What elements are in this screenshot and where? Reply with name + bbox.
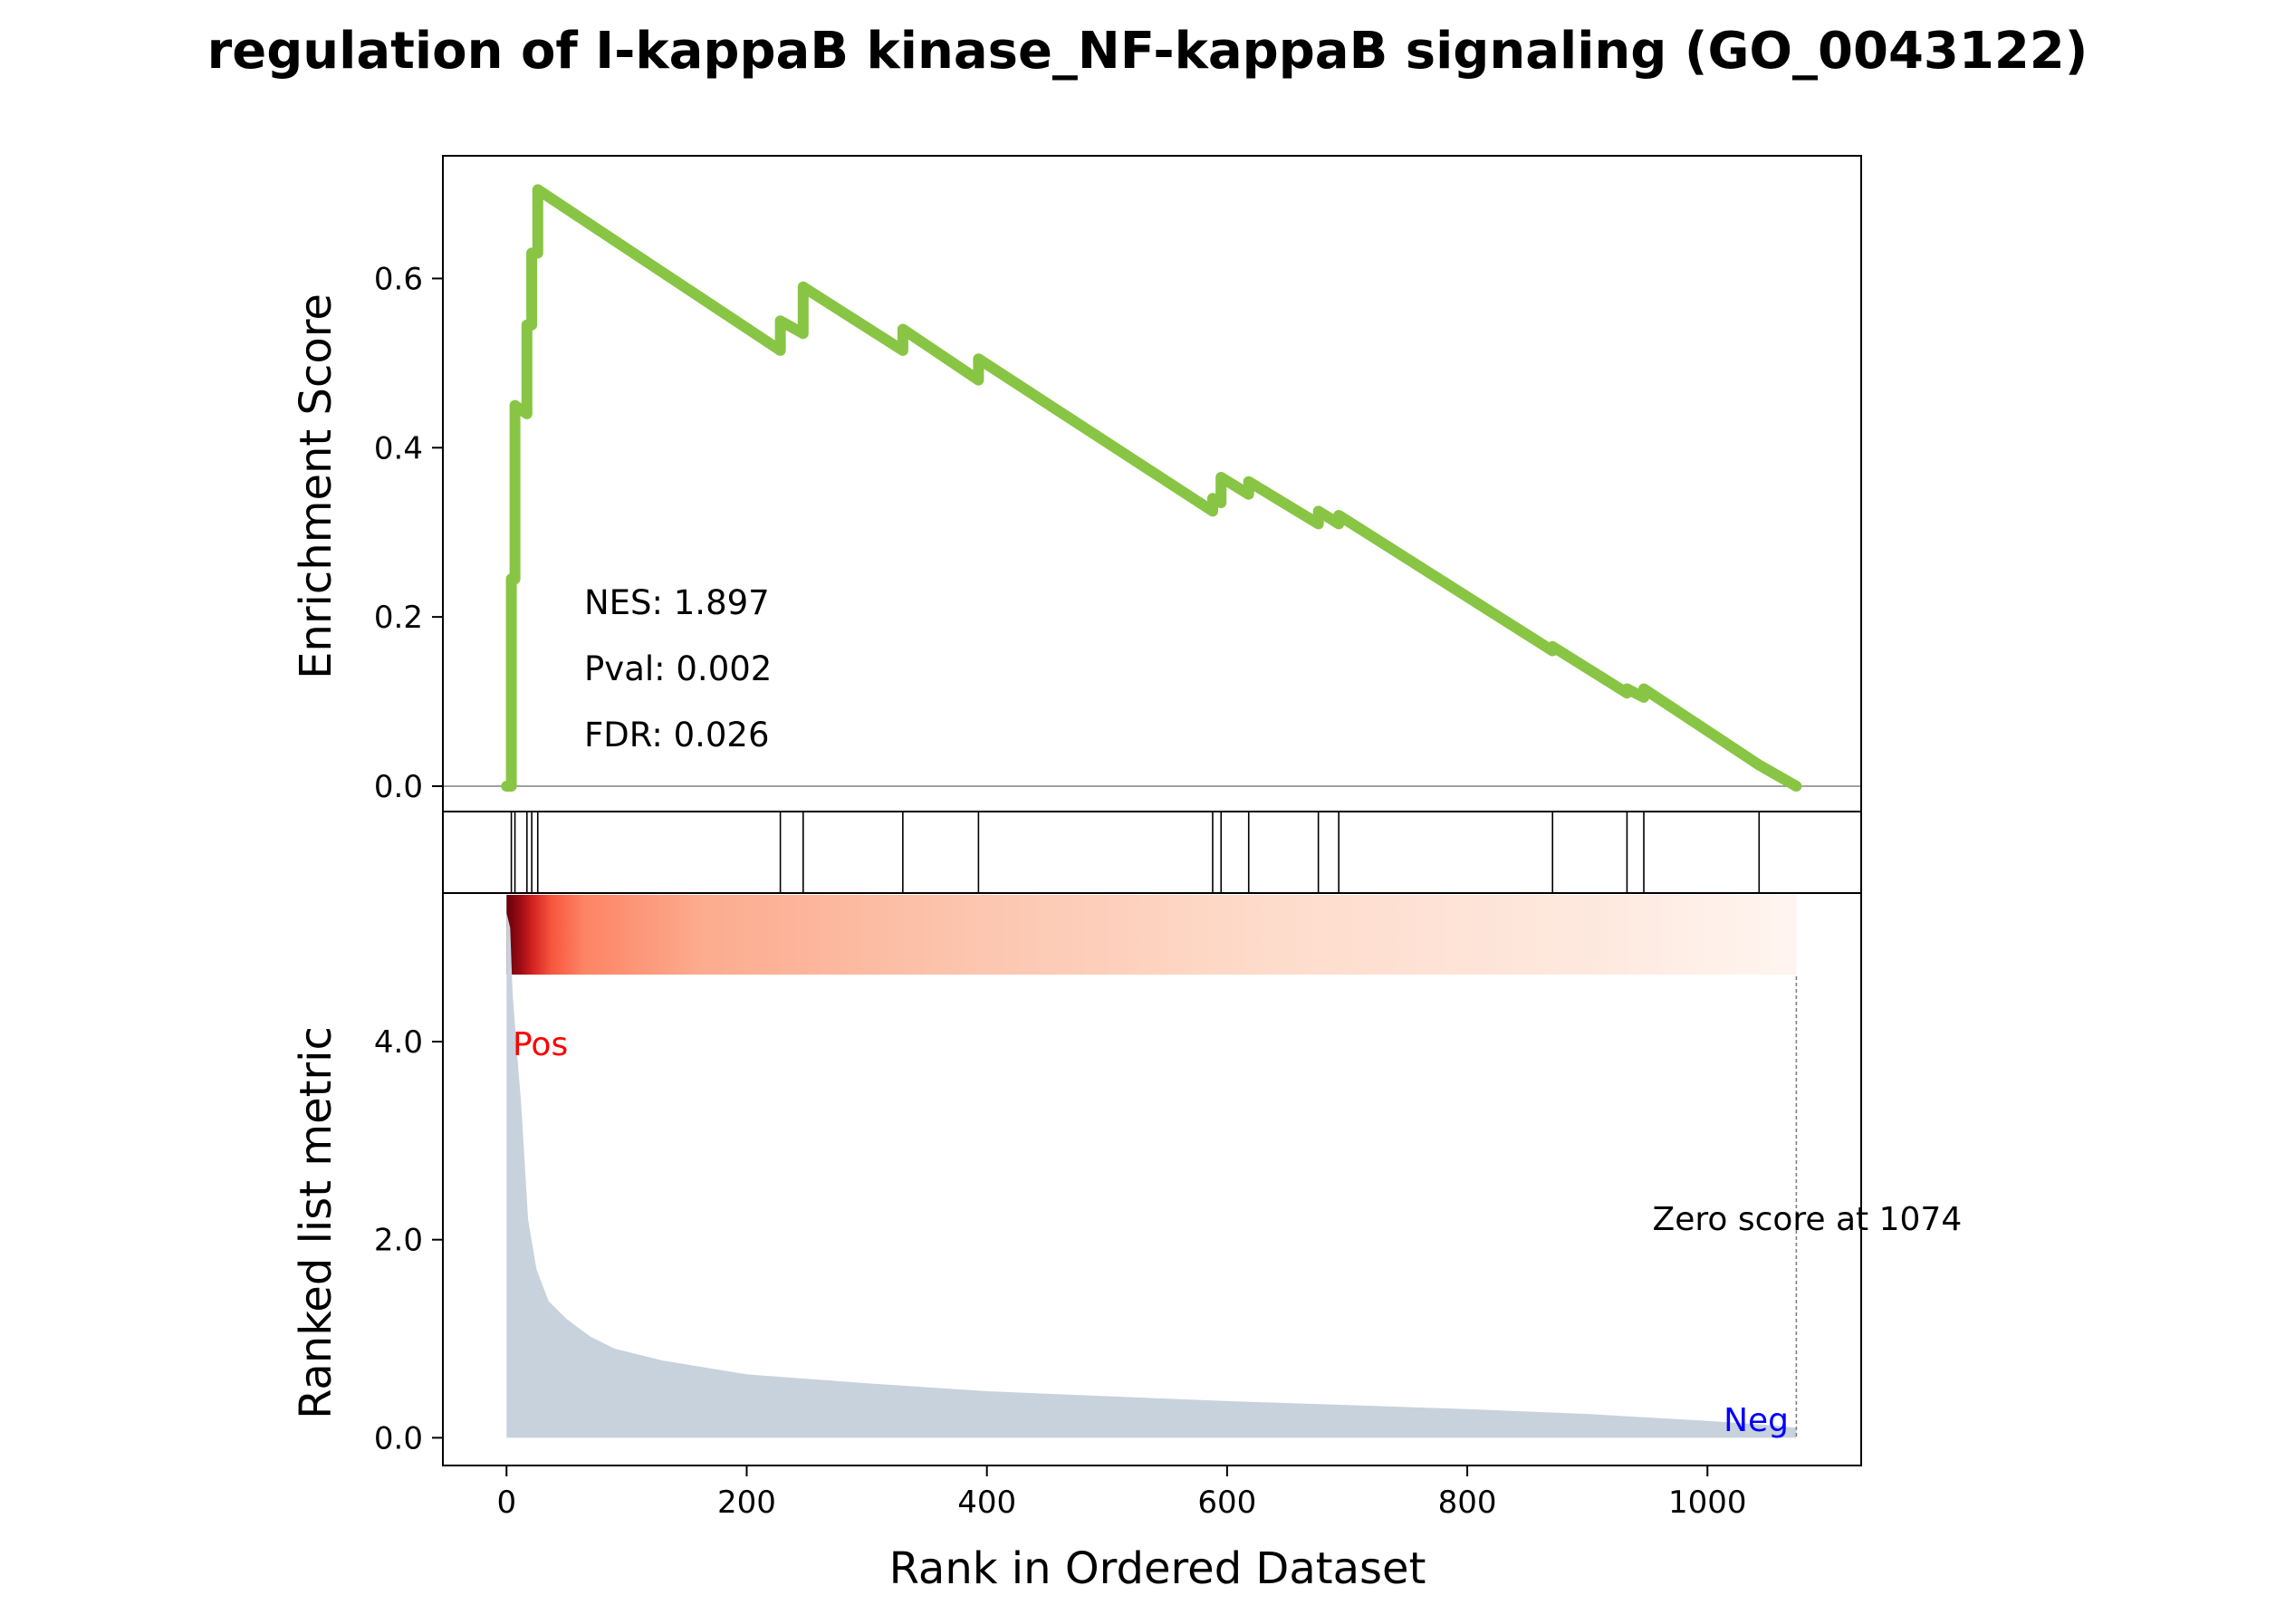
- pos-label: Pos: [513, 1026, 568, 1063]
- x-tick-label: 400: [957, 1485, 1016, 1521]
- es-y-tick-label: 0.2: [374, 600, 423, 636]
- es-y-tick-label: 0.0: [374, 769, 423, 805]
- enrichment-score-line: [501, 184, 1802, 792]
- heatmap-bar: [506, 895, 1797, 975]
- ranked-y-tick-label: 2.0: [374, 1223, 423, 1259]
- ranked-y-tick-label: 4.0: [374, 1024, 423, 1061]
- es-y-tick-label: 0.6: [374, 261, 423, 297]
- ranked-metric-panel: 0.0 2.0 4.0 Zero score at 1074 Pos Neg 0 200 400…: [374, 895, 1962, 1521]
- es-y-axis-label: Enrichment Score: [291, 293, 341, 679]
- x-tick-label: 0: [496, 1485, 516, 1521]
- x-tick-label: 1000: [1668, 1485, 1747, 1521]
- stat-label-nes: NES: 1.897: [584, 583, 770, 622]
- zero-score-label: Zero score at 1074: [1653, 1201, 1963, 1238]
- x-axis-label: Rank in Ordered Dataset: [889, 1543, 1426, 1594]
- enrichment-score-panel: 0.0 0.2 0.4 0.6 NES: 1.897 Pval: 0.002 FDR: 0.…: [374, 184, 1861, 805]
- chart-title: regulation of I-kappaB kinase_NF-kappaB …: [207, 22, 2089, 81]
- stat-label-fdr: FDR: 0.026: [584, 716, 770, 754]
- x-tick-label: 800: [1438, 1485, 1497, 1521]
- ranked-panel-frame: [442, 892, 1862, 1466]
- hits-panel-frame: [442, 811, 1862, 894]
- stat-label-pval: Pval: 0.002: [584, 649, 772, 688]
- ranked-y-tick-label: 0.0: [374, 1420, 423, 1456]
- rank-heatmap: [506, 895, 1797, 975]
- es-panel-frame: [442, 155, 1862, 812]
- x-tick-label: 200: [717, 1485, 776, 1521]
- x-tick-label: 600: [1197, 1485, 1256, 1521]
- hits-panel: [510, 812, 1761, 893]
- ranked-metric-area: [506, 912, 1797, 1438]
- es-y-tick-label: 0.4: [374, 430, 423, 466]
- ranked-y-axis-label: Ranked list metric: [291, 1026, 341, 1419]
- neg-label: Neg: [1724, 1402, 1789, 1439]
